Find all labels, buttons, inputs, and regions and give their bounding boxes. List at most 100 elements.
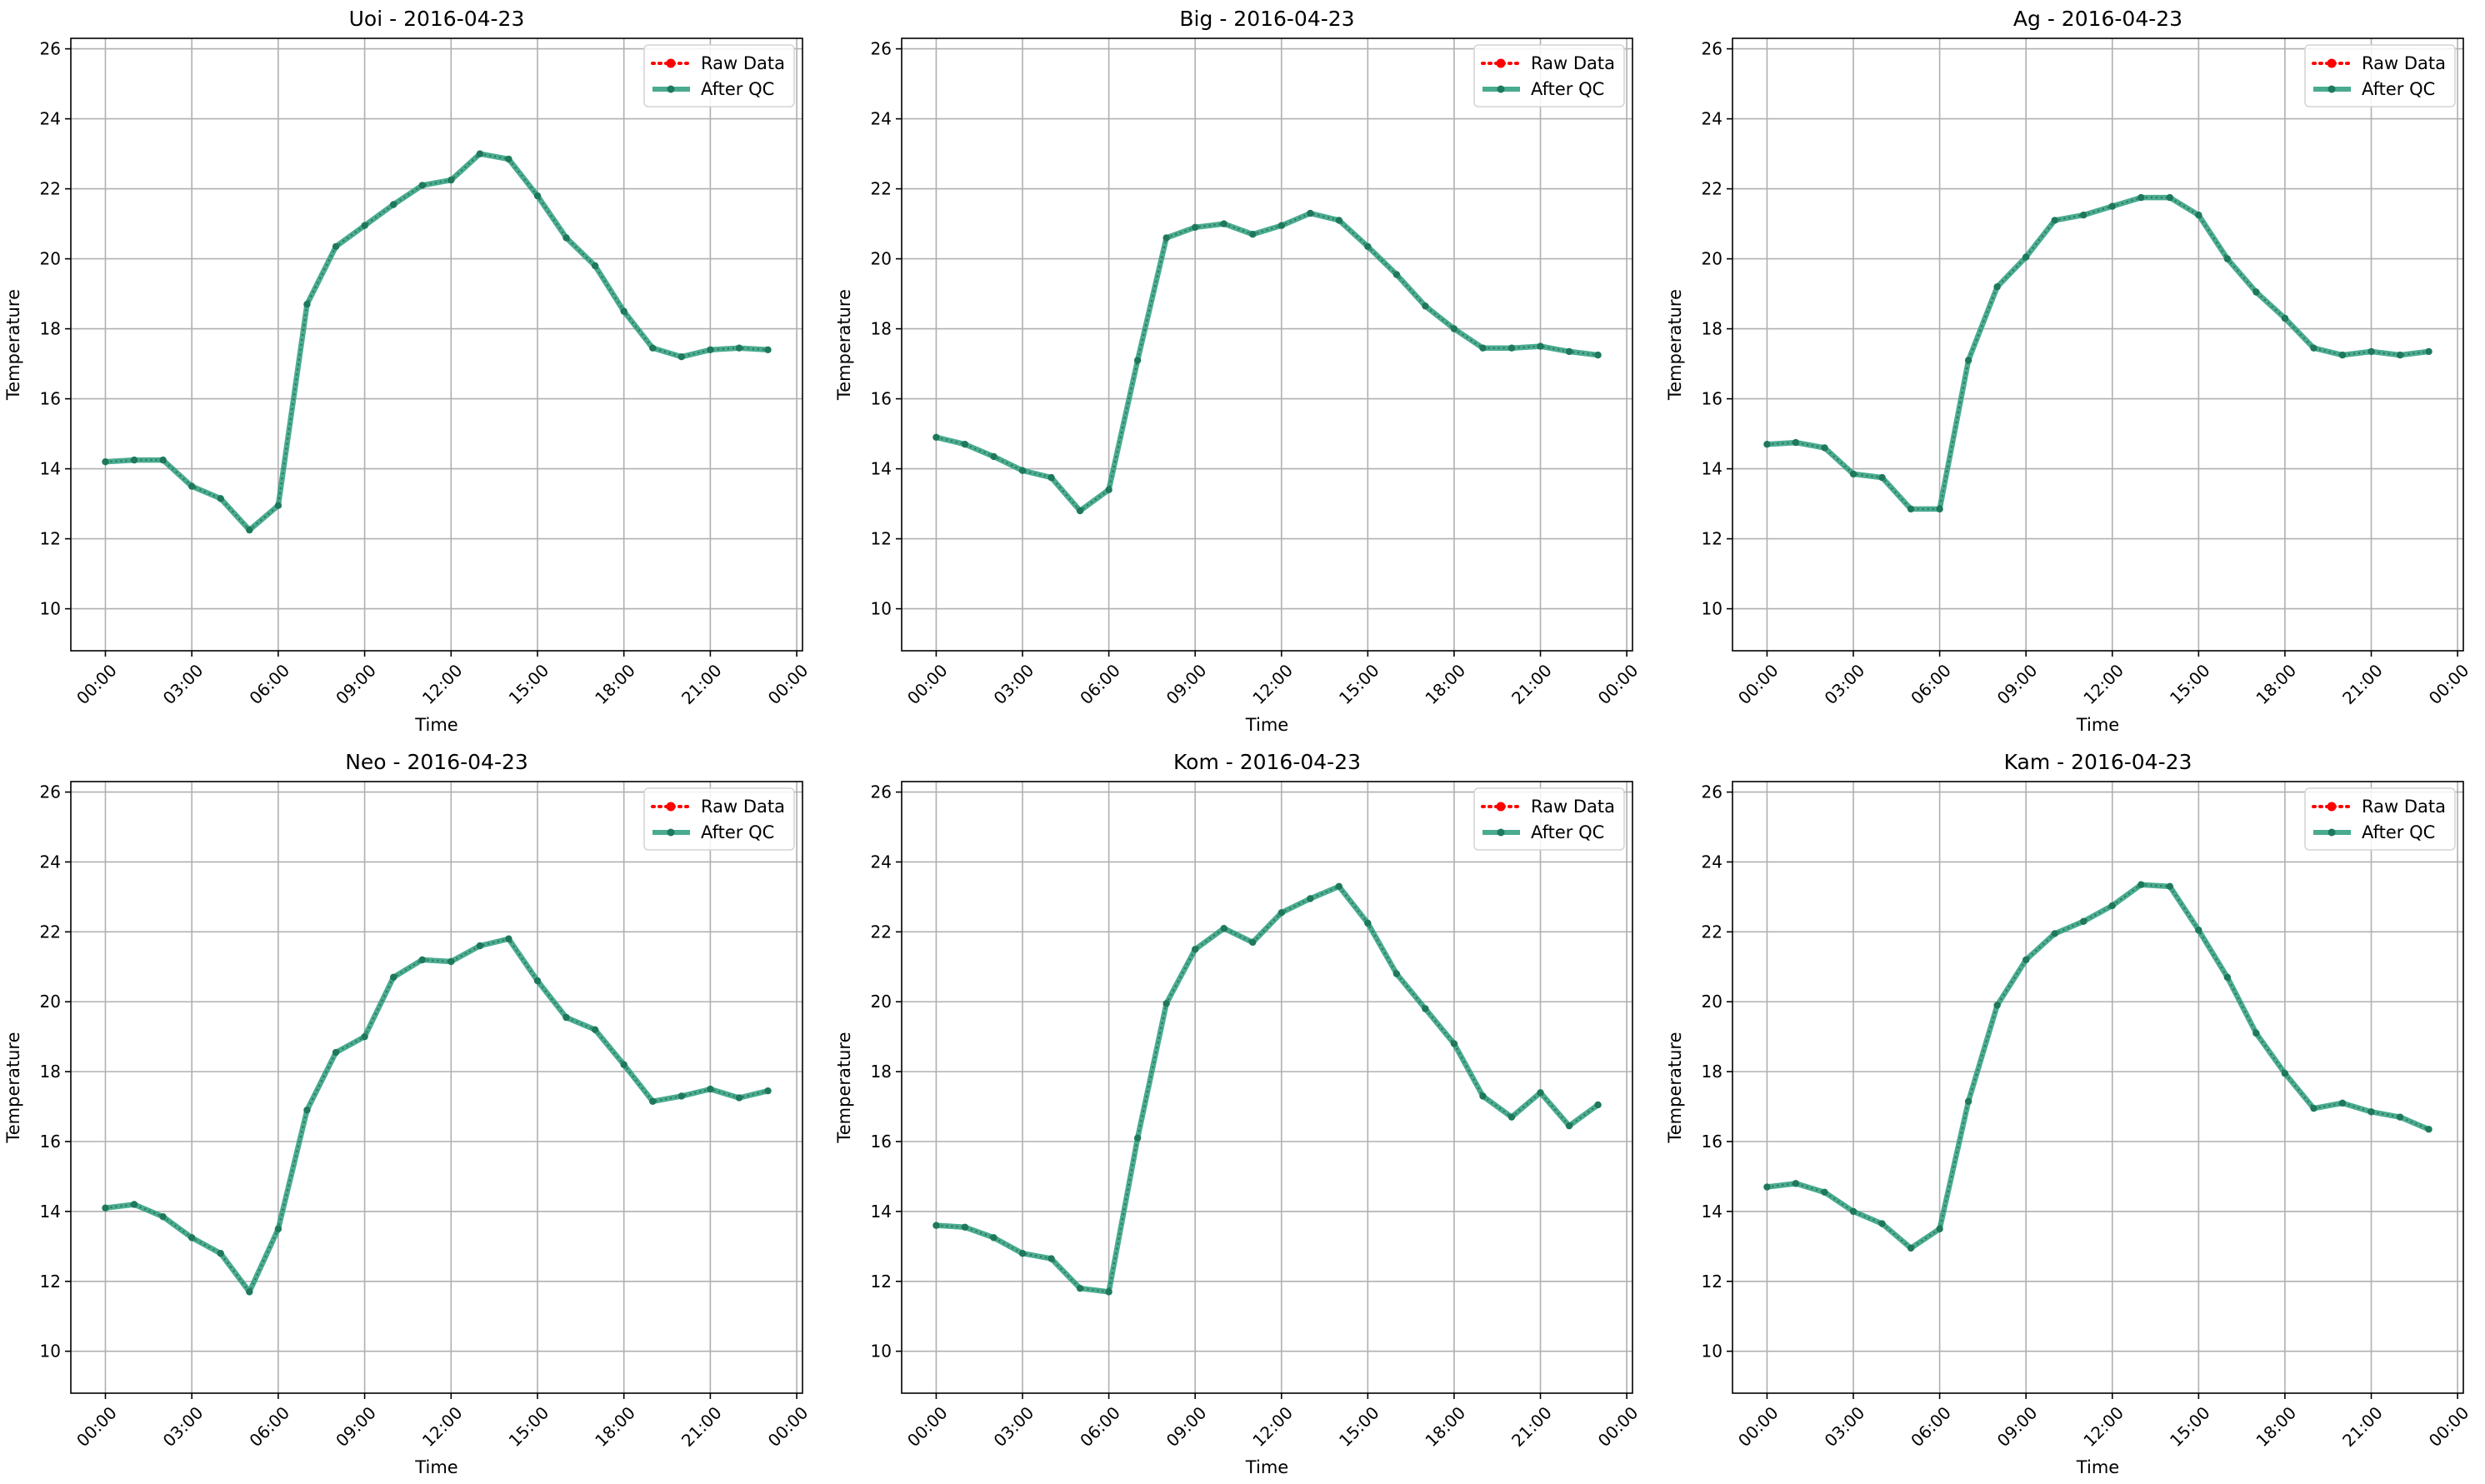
x-tick-label: 12:00 xyxy=(1248,1402,1297,1451)
y-axis-label: Temperature xyxy=(1665,1032,1685,1143)
axes-frame xyxy=(70,781,803,1394)
x-tick-label: 12:00 xyxy=(2079,660,2128,708)
after-qc-point xyxy=(1792,1180,1800,1187)
x-tick-label: 00:00 xyxy=(764,1402,812,1451)
y-tick-label: 16 xyxy=(871,1132,892,1152)
y-tick-label: 10 xyxy=(871,599,892,619)
after-qc-point xyxy=(1964,1097,1972,1105)
x-tick-label: 21:00 xyxy=(678,660,726,708)
after-qc-point xyxy=(1422,1005,1429,1012)
raw-data-line xyxy=(936,212,1598,512)
x-tick-label: 15:00 xyxy=(1335,660,1383,708)
y-tick-label: 18 xyxy=(871,1062,892,1082)
x-tick-label: 18:00 xyxy=(591,1402,639,1451)
x-tick-label: 00:00 xyxy=(764,660,812,708)
after-qc-point xyxy=(361,222,368,229)
after-qc-point xyxy=(1508,344,1516,352)
legend-raw-label: Raw Data xyxy=(2362,53,2446,73)
after-qc-point xyxy=(1018,1250,1027,1257)
y-tick-label: 26 xyxy=(40,39,61,59)
y-tick-label: 10 xyxy=(1702,599,1722,619)
series-raw-data xyxy=(936,212,1598,512)
legend-qc-label: After QC xyxy=(1531,822,1604,842)
after-qc-point xyxy=(1936,505,1943,513)
x-axis-label: Time xyxy=(414,1457,458,1477)
legend-qc-label: After QC xyxy=(2362,79,2435,99)
after-qc-line xyxy=(1764,194,2432,512)
y-tick-label: 24 xyxy=(1702,109,1722,129)
x-tick-label: 21:00 xyxy=(1508,1402,1556,1451)
legend: Raw Data After QC xyxy=(643,44,795,107)
after-qc-point xyxy=(1792,438,1800,447)
y-tick-label: 14 xyxy=(40,459,61,479)
raw-data-line xyxy=(1767,197,2429,511)
legend-qc-label: After QC xyxy=(2362,822,2435,842)
after-qc-point xyxy=(2368,1108,2375,1116)
after-qc-point xyxy=(476,942,484,950)
x-axis-label: Time xyxy=(2076,1457,2119,1477)
legend: Raw Data After QC xyxy=(643,787,795,851)
y-tick-label: 14 xyxy=(1702,1202,1722,1222)
after-qc-point xyxy=(735,344,743,352)
y-axis-label: Temperature xyxy=(834,289,854,401)
y-tick-label: 10 xyxy=(871,1342,892,1362)
after-qc-point xyxy=(1936,1225,1943,1233)
legend-qc-label: After QC xyxy=(701,79,774,99)
x-tick-label: 09:00 xyxy=(332,1402,380,1451)
series-raw-data xyxy=(105,152,768,532)
after-qc-point xyxy=(2166,882,2174,891)
series-raw-data xyxy=(936,885,1599,1293)
series-after-qc xyxy=(1763,193,2432,513)
y-tick-label: 20 xyxy=(1702,249,1722,269)
legend-qc-label: After QC xyxy=(1531,79,1604,99)
y-tick-label: 24 xyxy=(871,109,892,129)
series-after-qc xyxy=(1763,881,2432,1252)
legend-raw-label: Raw Data xyxy=(2362,797,2446,817)
after-qc-point xyxy=(1335,882,1343,891)
after-qc-point xyxy=(2338,351,2347,359)
x-tick-label: 09:00 xyxy=(1162,660,1211,708)
x-axis-label: Time xyxy=(1245,1457,1288,1477)
x-tick-label: 03:00 xyxy=(159,660,208,708)
subplot-title: Uoi - 2016-04-23 xyxy=(349,7,525,31)
y-tick-label: 14 xyxy=(871,459,892,479)
after-qc-point xyxy=(505,155,512,163)
after-qc-point xyxy=(1392,970,1401,977)
y-tick-label: 14 xyxy=(40,1202,61,1222)
x-tick-label: 06:00 xyxy=(1907,660,1955,708)
after-qc-point xyxy=(1821,1188,1828,1197)
y-tick-label: 22 xyxy=(1702,179,1722,199)
x-tick-label: 18:00 xyxy=(2252,660,2300,708)
x-tick-label: 00:00 xyxy=(1734,1402,1782,1451)
y-tick-label: 18 xyxy=(1702,319,1722,339)
after-qc-line xyxy=(933,210,1601,514)
y-tick-label: 18 xyxy=(40,319,61,339)
legend: Raw Data After QC xyxy=(2304,787,2456,851)
after-qc-point xyxy=(2338,1099,2347,1107)
after-qc-point xyxy=(1878,1220,1886,1227)
y-tick-label: 26 xyxy=(871,782,892,802)
x-tick-label: 09:00 xyxy=(1993,1402,2042,1451)
after-qc-point xyxy=(961,1223,969,1231)
y-axis-label: Temperature xyxy=(1665,289,1685,401)
legend-qc-marker xyxy=(1497,828,1505,837)
after-qc-point xyxy=(1450,1040,1458,1047)
legend-qc-label: After QC xyxy=(701,822,774,842)
grid xyxy=(902,38,1632,651)
y-tick-label: 18 xyxy=(40,1062,61,1082)
y-tick-label: 16 xyxy=(1702,1132,1722,1152)
y-tick-label: 22 xyxy=(871,922,892,942)
y-tick-label: 22 xyxy=(40,179,61,199)
x-tick-label: 00:00 xyxy=(2425,660,2473,708)
y-tick-label: 18 xyxy=(1702,1062,1722,1082)
y-tick-label: 20 xyxy=(40,992,61,1012)
y-tick-label: 18 xyxy=(871,319,892,339)
y-tick-label: 24 xyxy=(1702,852,1722,872)
raw-data-line xyxy=(1767,883,2429,1250)
after-qc-line xyxy=(933,883,1601,1295)
legend-raw-marker xyxy=(2327,802,2337,812)
legend-qc-marker xyxy=(2328,85,2336,93)
series-raw-data xyxy=(1767,197,2429,511)
y-tick-label: 12 xyxy=(40,529,61,549)
x-tick-label: 03:00 xyxy=(1821,660,1869,708)
